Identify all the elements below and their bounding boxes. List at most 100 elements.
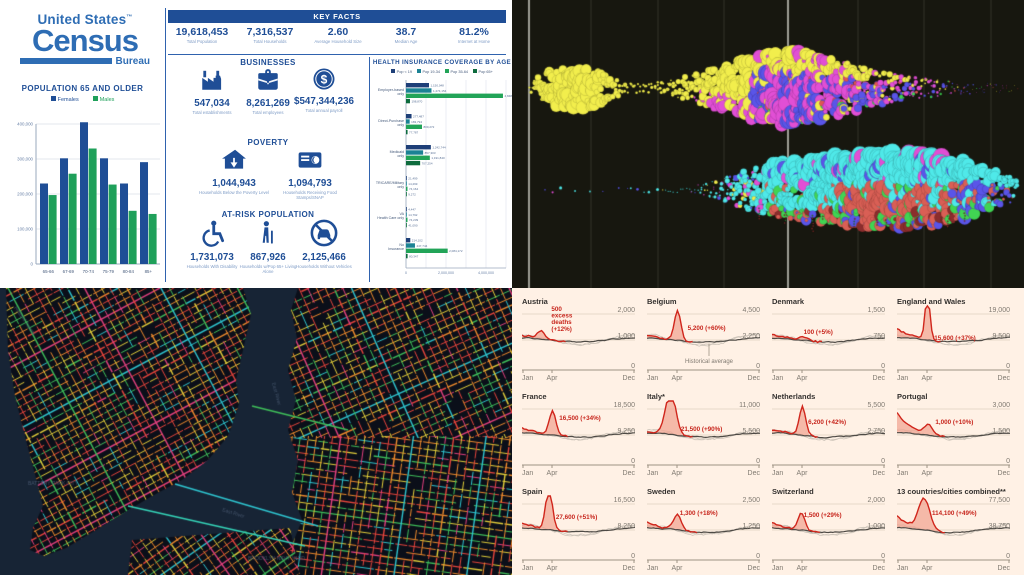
svg-text:67-69: 67-69 bbox=[63, 269, 75, 274]
males-swatch bbox=[92, 96, 98, 101]
svg-text:70-74: 70-74 bbox=[83, 269, 95, 274]
svg-text:2,000,000: 2,000,000 bbox=[438, 271, 454, 275]
country-name: Sweden bbox=[647, 487, 676, 496]
stat-snap: 1,094,793 Households Receiving Food Stamp… bbox=[272, 147, 348, 201]
dollar-coin-icon: $ bbox=[312, 67, 336, 91]
insurance-legend: Pop < 19 Pop 19-34 Pop 35-64 Pop 65+ bbox=[372, 69, 512, 74]
svg-text:0: 0 bbox=[631, 458, 635, 465]
svg-text:Apr: Apr bbox=[672, 565, 684, 572]
excess-annotation: 16,500 (+34%) bbox=[559, 415, 600, 422]
country-name: England and Wales bbox=[897, 297, 965, 306]
excess-annotation: 1,000 (+10%) bbox=[935, 419, 973, 426]
excess-annotation: 1,300 (+18%) bbox=[680, 510, 718, 517]
svg-text:21,499: 21,499 bbox=[408, 177, 418, 181]
svg-text:2,000: 2,000 bbox=[617, 307, 635, 314]
pop65-legend: Females Males bbox=[0, 96, 165, 103]
svg-text:2,250: 2,250 bbox=[742, 333, 760, 340]
svg-text:11,000: 11,000 bbox=[739, 402, 760, 409]
svg-text:0: 0 bbox=[881, 363, 885, 370]
svg-text:Jan: Jan bbox=[772, 375, 783, 382]
excess-deaths-panel-portugal: Portugal 3,000 1,500 0 Jan Apr Dec 1,000 (+10%) bbox=[896, 391, 1010, 481]
historical-average-note: Historical average bbox=[685, 359, 734, 365]
briefcase-icon bbox=[255, 67, 281, 93]
excess-annotation: 6,200 (+42%) bbox=[808, 419, 846, 426]
svg-text:0: 0 bbox=[756, 458, 760, 465]
svg-text:Jan: Jan bbox=[897, 565, 908, 572]
svg-text:14,299: 14,299 bbox=[408, 182, 418, 186]
bubble-swarm-quadrant bbox=[512, 0, 1024, 288]
svg-text:Jan: Jan bbox=[647, 375, 658, 382]
stat-disability: 1,731,073 Households With Disability bbox=[180, 219, 244, 269]
svg-text:1,242,744: 1,242,744 bbox=[432, 146, 446, 150]
svg-text:1,274,154: 1,274,154 bbox=[433, 89, 447, 93]
svg-text:750: 750 bbox=[873, 333, 885, 340]
svg-text:198,870: 198,870 bbox=[411, 100, 422, 104]
svg-text:100,000: 100,000 bbox=[17, 227, 33, 232]
divider bbox=[369, 57, 370, 282]
stat-total-establishments: 547,034 Total establishments bbox=[180, 67, 244, 115]
svg-text:Jan: Jan bbox=[772, 470, 783, 477]
svg-text:1,500: 1,500 bbox=[992, 428, 1010, 435]
excess-annotation: 114,100 (+49%) bbox=[932, 510, 977, 517]
excess-deaths-panel-austria: Austria 2,000 1,000 0 Jan Apr Dec 500 excess deat… bbox=[521, 296, 635, 386]
excess-deaths-panel-netherlands: Netherlands 5,500 2,750 0 Jan Apr Dec 6,200 (+4… bbox=[771, 391, 885, 481]
svg-text:707,254: 707,254 bbox=[422, 162, 433, 166]
svg-text:Apr: Apr bbox=[547, 470, 559, 477]
businesses-title: BUSINESSES bbox=[240, 58, 296, 67]
svg-text:0: 0 bbox=[881, 458, 885, 465]
excess-annotation: 1,500 (+29%) bbox=[804, 512, 842, 519]
svg-text:2,000: 2,000 bbox=[867, 497, 885, 504]
svg-text:Jan: Jan bbox=[522, 470, 533, 477]
excess-annotation: 27,600 (+51%) bbox=[556, 514, 597, 521]
country-name: 13 countries/cities combined** bbox=[897, 487, 1006, 496]
stat-internet-at-home: 81.2% Internet at Home bbox=[457, 26, 490, 44]
excess-annotation: 5,200 (+60%) bbox=[688, 325, 726, 332]
svg-text:41,090: 41,090 bbox=[408, 224, 418, 228]
svg-text:Dec: Dec bbox=[748, 565, 760, 572]
svg-text:3,000: 3,000 bbox=[992, 402, 1010, 409]
svg-text:74,239: 74,239 bbox=[409, 218, 419, 222]
pop-65plus-swatch bbox=[473, 69, 478, 73]
snap-card-icon bbox=[297, 147, 323, 173]
country-name: Austria bbox=[522, 297, 549, 306]
svg-text:447,744: 447,744 bbox=[416, 244, 427, 248]
stat-avg-household-size: 2.60 Average Household Size bbox=[314, 26, 362, 44]
svg-text:Dec: Dec bbox=[623, 375, 635, 382]
street-map-quadrant bbox=[0, 288, 512, 575]
svg-text:Apr: Apr bbox=[922, 375, 934, 382]
svg-text:0: 0 bbox=[31, 262, 34, 267]
svg-text:Apr: Apr bbox=[547, 565, 559, 572]
svg-text:8,250: 8,250 bbox=[617, 523, 635, 530]
logo-bar bbox=[20, 58, 112, 65]
svg-text:18,500: 18,500 bbox=[614, 402, 635, 409]
svg-text:0: 0 bbox=[881, 553, 885, 560]
svg-text:Jan: Jan bbox=[897, 470, 908, 477]
svg-text:0: 0 bbox=[1006, 553, 1010, 560]
svg-text:1,250: 1,250 bbox=[742, 523, 760, 530]
svg-text:200,000: 200,000 bbox=[17, 192, 33, 197]
svg-text:5,500: 5,500 bbox=[742, 428, 760, 435]
svg-text:80-84: 80-84 bbox=[123, 269, 135, 274]
excess-deaths-panel-england-and-wales: England and Wales 19,000 9,500 0 Jan Apr Dec 15… bbox=[896, 296, 1010, 386]
excess-deaths-panel-13-countries-cities-combined-: 13 countries/cities combined** 77,500 38,7… bbox=[896, 486, 1010, 575]
excess-deaths-panel-denmark: Denmark 1,500 750 0 Jan Apr Dec 100 (+5%) bbox=[771, 296, 885, 386]
country-name: Italy* bbox=[647, 392, 665, 401]
poverty-title: POVERTY bbox=[247, 138, 289, 147]
house-poverty-icon bbox=[221, 147, 247, 173]
stat-total-households: 7,316,537 Total Households bbox=[246, 26, 294, 44]
svg-text:9,272: 9,272 bbox=[408, 193, 416, 197]
svg-text:Dec: Dec bbox=[748, 470, 760, 477]
svg-text:9,500: 9,500 bbox=[992, 333, 1010, 340]
insurance-chart-title: HEALTH INSURANCE COVERAGE BY AGE bbox=[372, 59, 512, 66]
stat-below-poverty: 1,044,943 Households Below the Poverty Le… bbox=[196, 147, 272, 195]
svg-text:4,500: 4,500 bbox=[742, 307, 760, 314]
svg-text:5,500: 5,500 bbox=[867, 402, 885, 409]
elder-person-icon bbox=[255, 219, 281, 247]
pop65-chart-title: POPULATION 65 AND OLDER bbox=[21, 84, 144, 93]
country-name: France bbox=[522, 392, 547, 401]
